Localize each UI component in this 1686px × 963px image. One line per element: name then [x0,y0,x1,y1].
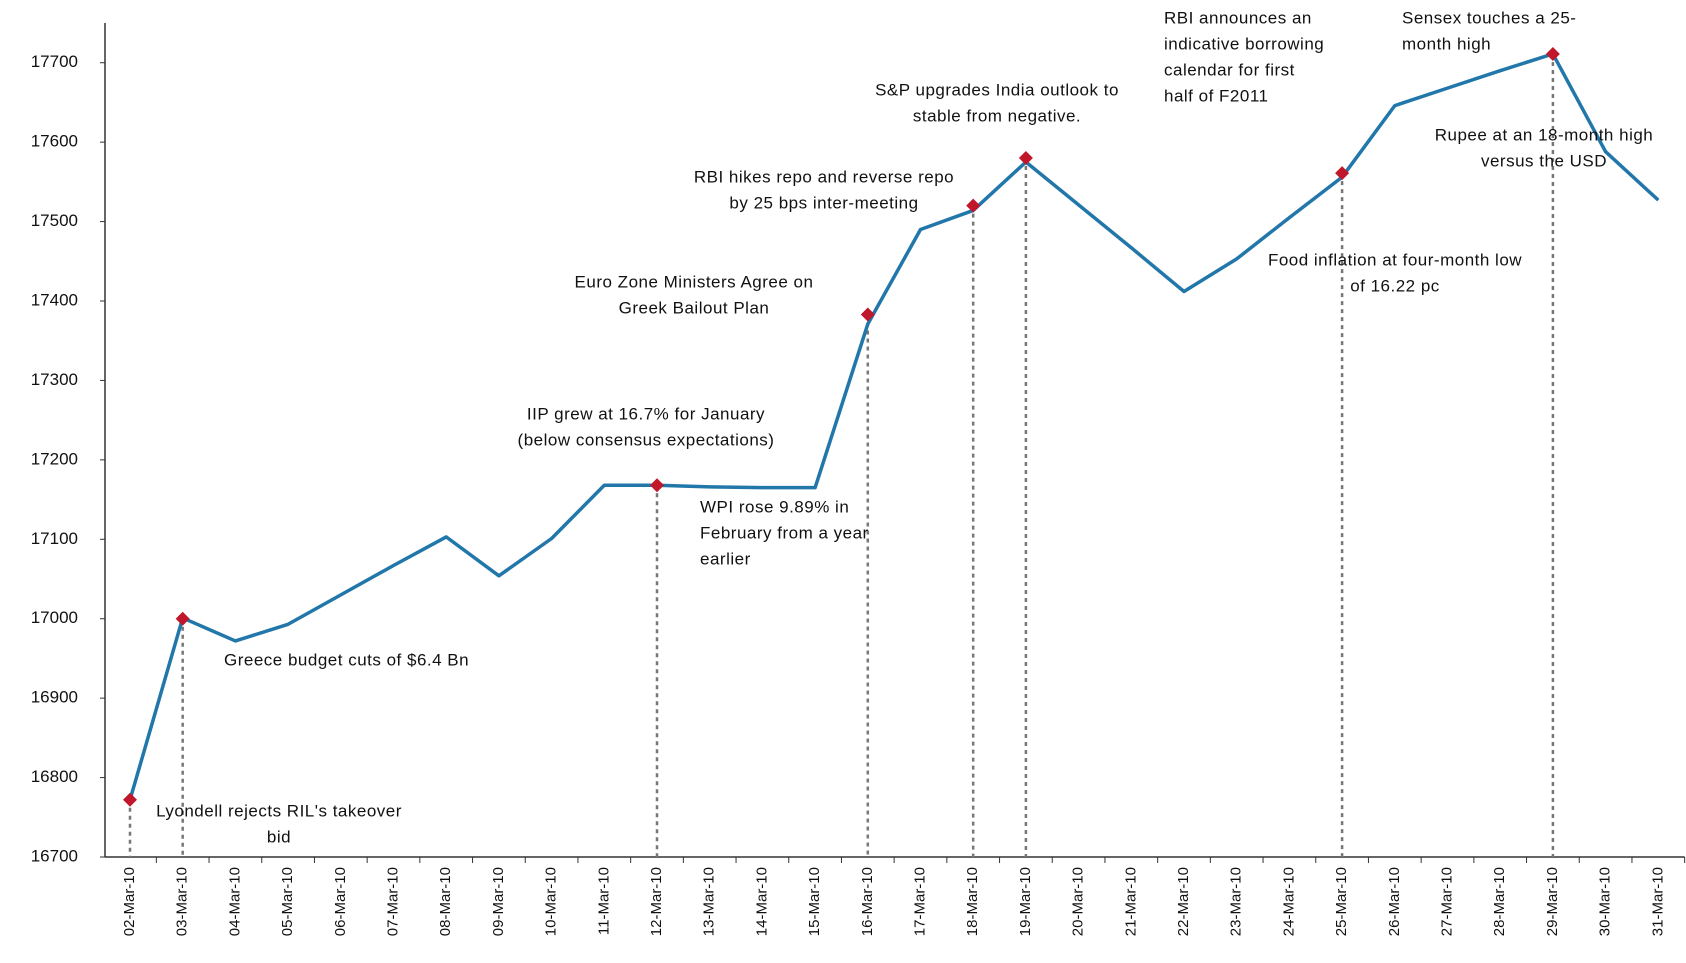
x-tick-label: 29-Mar-10 [1544,867,1561,936]
y-tick-label: 16700 [31,846,78,865]
annotation: RBI announces an [1164,8,1312,27]
y-tick-label: 16900 [31,688,78,707]
y-tick-label: 17000 [31,608,78,627]
annotation: Euro Zone Ministers Agree on [575,272,814,291]
x-tick-label: 31-Mar-10 [1649,867,1666,936]
annotation: Greece budget cuts of $6.4 Bn [224,650,469,669]
x-tick-label: 13-Mar-10 [701,867,718,936]
x-tick-label: 23-Mar-10 [1228,867,1245,936]
x-tick-label: 30-Mar-10 [1597,867,1614,936]
x-tick-label: 22-Mar-10 [1175,867,1192,936]
annotation: of 16.22 pc [1350,276,1440,295]
event-marker [860,307,875,322]
x-tick-label: 15-Mar-10 [806,867,823,936]
data-line [128,52,1660,801]
annotation: Greek Bailout Plan [619,298,770,317]
x-tick-label: 07-Mar-10 [384,867,401,936]
annotation: S&P upgrades India outlook to [875,80,1119,99]
annotation: WPI rose 9.89% in [700,497,849,516]
x-tick-label: 05-Mar-10 [279,867,296,936]
event-marker [1545,46,1560,61]
x-tick-label: 26-Mar-10 [1386,867,1403,936]
x-tick-label: 09-Mar-10 [490,867,507,936]
event-marker [966,198,981,213]
y-tick-label: 17700 [31,52,78,71]
annotation: Sensex touches a 25- [1402,8,1576,27]
x-tick-label: 17-Mar-10 [911,867,928,936]
event-marker [175,611,190,626]
x-tick-label: 18-Mar-10 [964,867,981,936]
event-marker [650,478,664,493]
event-marker [1335,166,1350,181]
annotation: calendar for first [1164,60,1295,79]
annotation: Food inflation at four-month low [1268,250,1522,269]
x-tick-label: 14-Mar-10 [753,867,770,936]
annotation: half of F2011 [1164,86,1268,105]
x-tick-label: 02-Mar-10 [121,867,138,936]
y-tick-label: 17100 [31,529,78,548]
y-tick-label: 16800 [31,767,78,786]
annotation: Lyondell rejects RIL's takeover [156,801,402,820]
event-marker [123,792,137,807]
annotation: RBI hikes repo and reverse repo [694,167,954,186]
x-tick-label: 25-Mar-10 [1333,867,1350,936]
x-tick-label: 08-Mar-10 [437,867,454,936]
annotation: earlier [700,549,751,568]
x-tick-label: 03-Mar-10 [174,867,191,936]
annotation: bid [267,827,291,846]
annotation: indicative borrowing [1164,34,1324,53]
annotation: IIP grew at 16.7% for January [527,404,765,423]
event-marker [1018,151,1033,166]
annotation: (below consensus expectations) [518,430,775,449]
x-tick-label: 11-Mar-10 [595,867,612,935]
y-tick-label: 17600 [31,132,78,151]
x-tick-label: 24-Mar-10 [1280,867,1297,936]
x-tick-label: 06-Mar-10 [332,867,349,936]
annotation: month high [1402,34,1491,53]
x-tick-label: 27-Mar-10 [1438,867,1455,936]
y-tick-label: 17300 [31,370,78,389]
annotation: by 25 bps inter-meeting [729,193,918,212]
x-tick-label: 12-Mar-10 [648,867,665,936]
y-tick-label: 17400 [31,290,78,309]
x-tick-label: 19-Mar-10 [1017,867,1034,936]
x-tick-label: 21-Mar-10 [1122,867,1139,936]
annotation: versus the USD [1481,151,1607,170]
x-tick-label: 04-Mar-10 [226,867,243,936]
annotation: Rupee at an 18-month high [1435,125,1654,144]
y-tick-label: 17500 [31,211,78,230]
annotation: February from a year [700,523,869,542]
x-tick-label: 16-Mar-10 [859,867,876,936]
annotation: stable from negative. [913,106,1081,125]
y-tick-label: 17200 [31,449,78,468]
x-tick-label: 10-Mar-10 [543,867,560,936]
x-tick-label: 28-Mar-10 [1491,867,1508,936]
x-tick-label: 20-Mar-10 [1070,867,1087,936]
